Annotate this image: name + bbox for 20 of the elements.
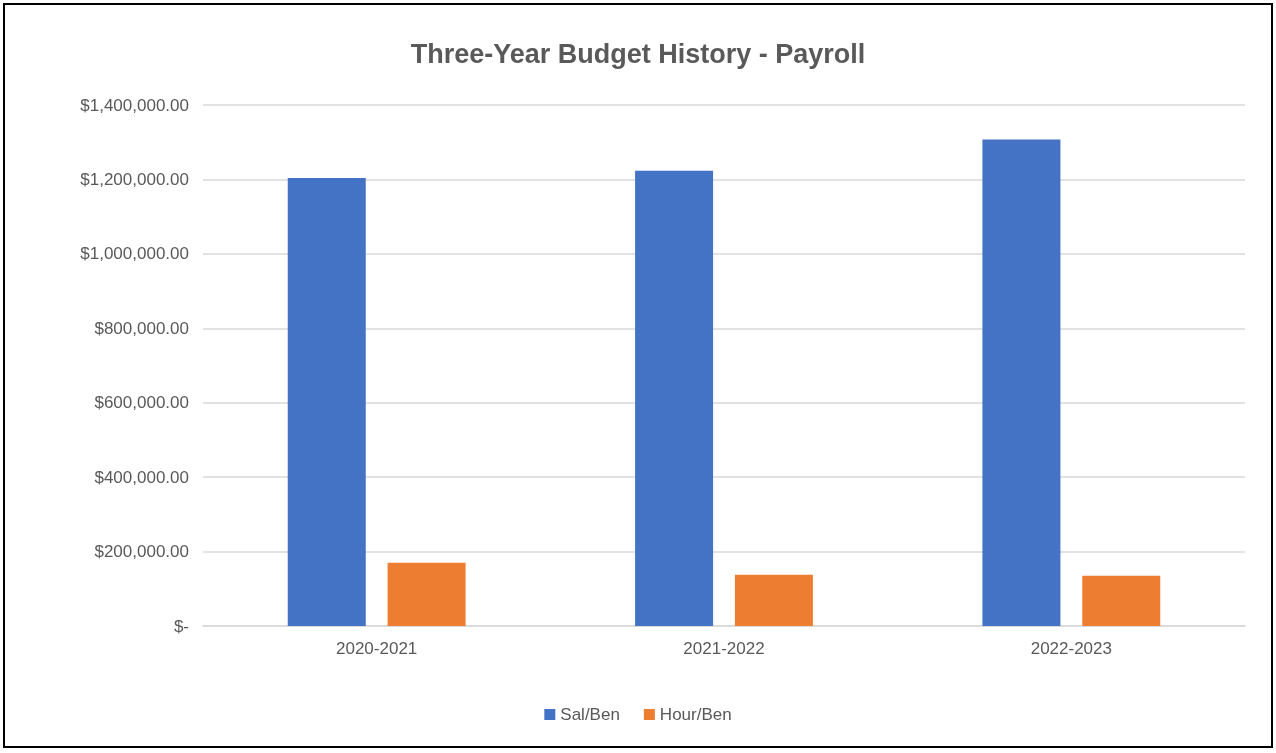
legend-label: Sal/Ben [560, 705, 620, 724]
legend-label: Hour/Ben [659, 705, 732, 724]
y-tick-label: $400,000.00 [94, 467, 189, 487]
chart-title: Three-Year Budget History - Payroll [410, 38, 866, 69]
y-tick-label: $1,200,000.00 [80, 169, 189, 189]
x-tick-label: 2020-2021 [336, 639, 418, 658]
y-tick-label: $1,400,000.00 [80, 95, 189, 115]
y-tick-label: $200,000.00 [94, 542, 189, 562]
bar [734, 574, 813, 626]
bar [635, 170, 714, 626]
y-tick-label: $- [173, 616, 189, 636]
bar [387, 562, 466, 626]
bar [1082, 575, 1161, 626]
bar [982, 139, 1061, 626]
x-tick-label: 2022-2023 [1030, 639, 1112, 658]
x-tick-label: 2021-2022 [683, 639, 765, 658]
bar [287, 177, 366, 626]
y-tick-label: $800,000.00 [94, 318, 189, 338]
y-tick-label: $600,000.00 [94, 393, 189, 413]
y-tick-label: $1,000,000.00 [80, 244, 189, 264]
